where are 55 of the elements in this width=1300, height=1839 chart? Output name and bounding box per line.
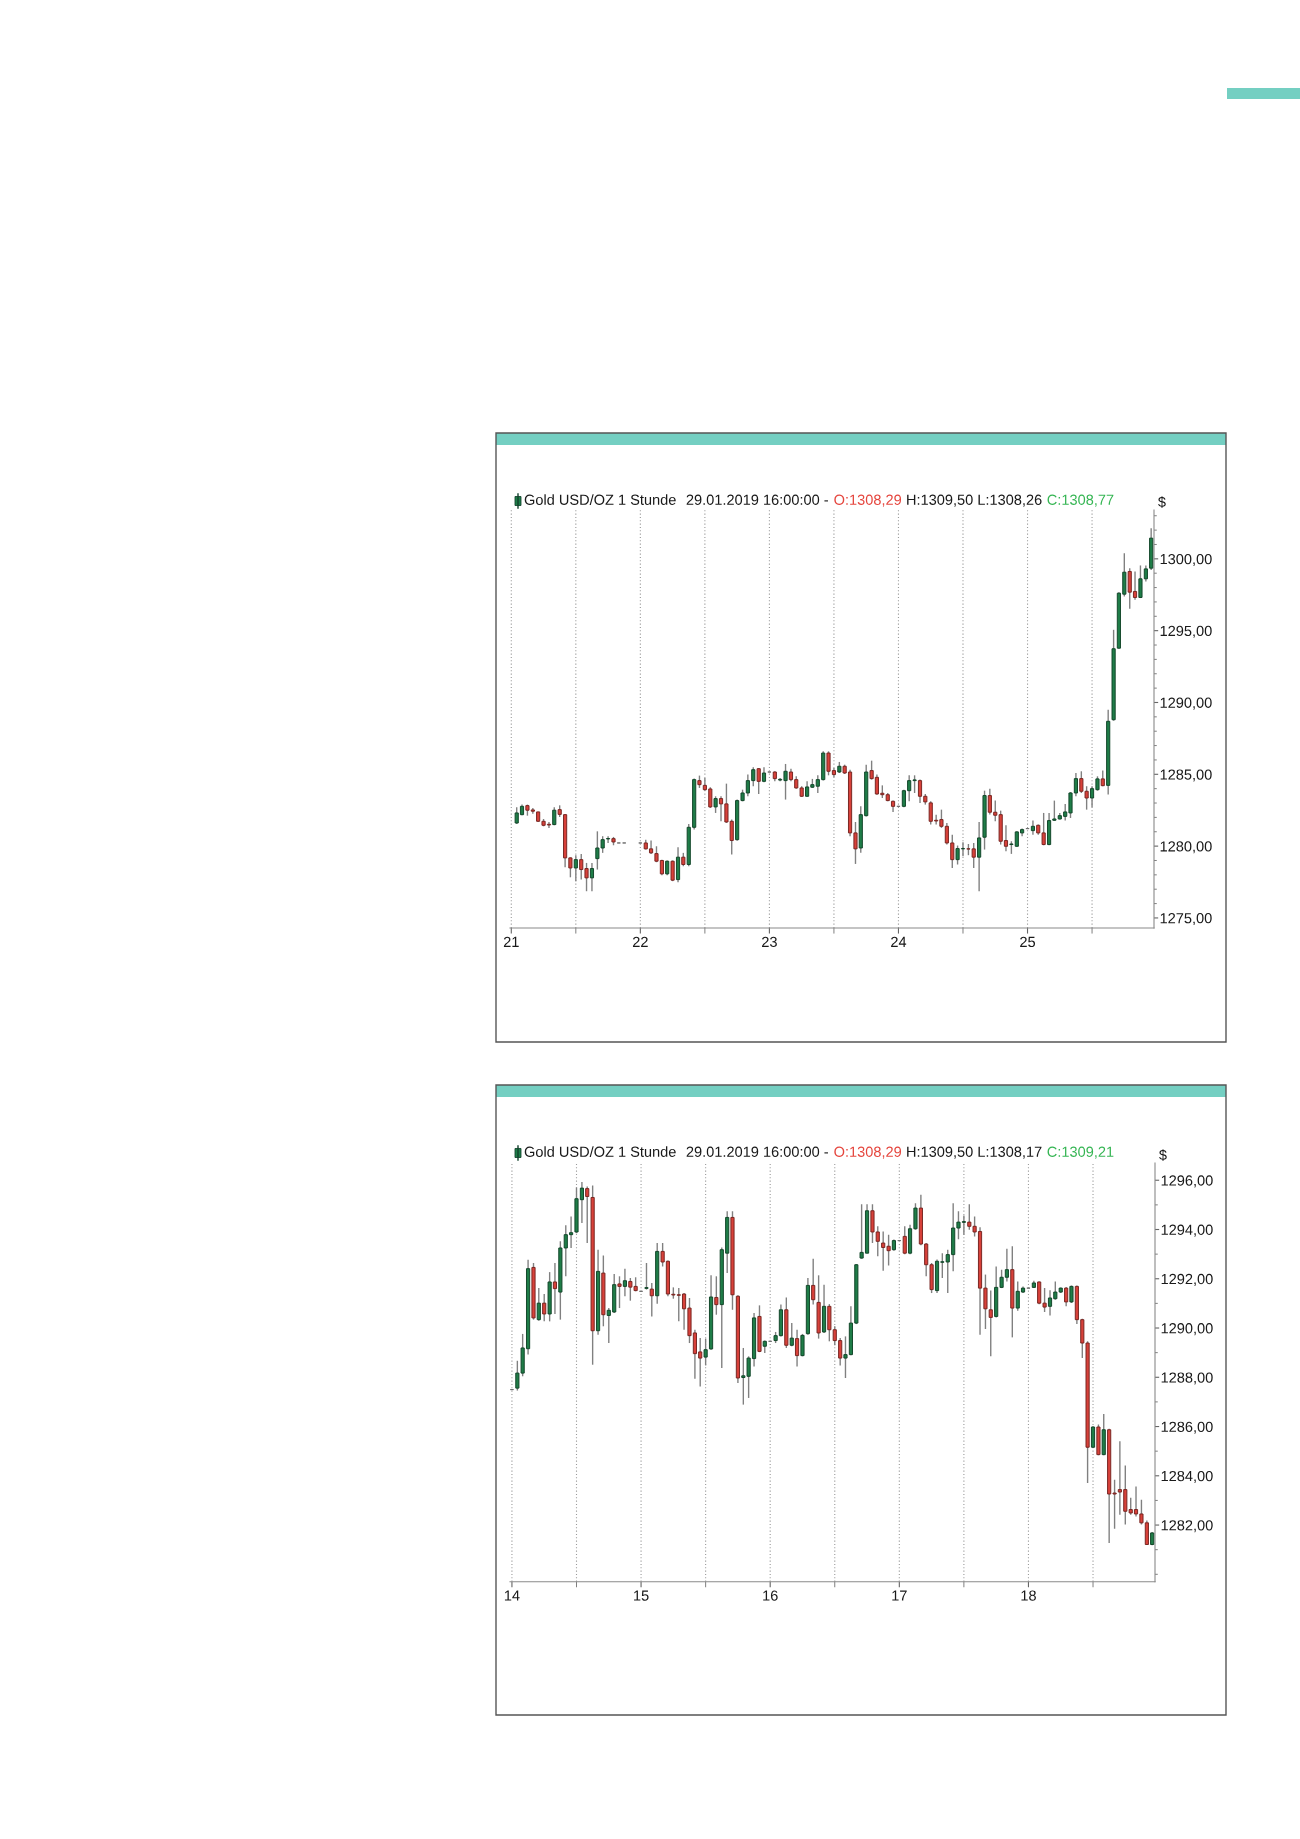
x-tick-label: 18 — [1021, 1590, 1036, 1601]
text: H:1309,50 L:1308,26 — [907, 494, 1042, 507]
candlestick — [675, 846, 681, 883]
candlestick — [644, 1262, 649, 1291]
candlestick — [1030, 819, 1036, 836]
x-tick-label: 22 — [632, 936, 648, 947]
y-tick-label: 1284,00 — [1161, 1470, 1213, 1483]
candlestick — [589, 862, 595, 892]
candlestick — [649, 1282, 654, 1318]
candlestick — [902, 1225, 907, 1255]
candlestick — [585, 1185, 590, 1244]
y-axis-title: $ — [1158, 496, 1166, 508]
x-tick-label: 14 — [504, 1590, 520, 1601]
candlestick — [542, 1293, 547, 1323]
text: C:1309,21 — [1047, 1146, 1114, 1159]
y-tick-label: 1300,00 — [1160, 553, 1212, 566]
y-tick-label: 1285,00 — [1160, 769, 1212, 782]
y-tick-label: 1295,00 — [1160, 625, 1212, 638]
x-tick-label: 24 — [891, 936, 907, 947]
text: O:1308,29 — [834, 1146, 902, 1159]
candlestick — [794, 1329, 800, 1368]
chart-title: Gold USD/OZ 1 Stunde — [524, 1146, 676, 1157]
y-tick-label: 1280,00 — [1160, 841, 1212, 854]
candlestick — [811, 1258, 816, 1306]
candlestick — [756, 767, 761, 795]
candlestick — [714, 1275, 719, 1316]
candlestick — [622, 1267, 627, 1297]
text: 29.01.2019 16:00:00 - — [686, 1146, 828, 1157]
text: 29.01.2019 16:00:00 - — [686, 494, 828, 505]
y-tick-label: 1290,00 — [1161, 1323, 1213, 1336]
candlestick — [552, 1262, 558, 1315]
text: O:1308,29 — [834, 494, 902, 507]
y-tick-label: 1282,00 — [1161, 1520, 1213, 1533]
x-tick-label: 25 — [1020, 936, 1036, 948]
candlestick — [536, 1287, 541, 1322]
x-tick-label: 21 — [503, 936, 519, 947]
y-tick-label: 1292,00 — [1161, 1273, 1213, 1286]
chart-title: Gold USD/OZ 1 Stunde — [524, 494, 676, 505]
x-tick-label: 17 — [892, 1590, 907, 1601]
y-tick-label: 1288,00 — [1161, 1372, 1213, 1385]
x-tick-label: 23 — [762, 936, 777, 948]
candlestick — [1090, 1425, 1096, 1449]
candlestick — [988, 1289, 993, 1358]
text: C:1308,77 — [1047, 494, 1114, 507]
candlestick — [573, 854, 578, 882]
x-tick-label: 15 — [634, 1590, 649, 1601]
y-tick-label: 1294,00 — [1161, 1224, 1213, 1237]
y-tick-label: 1286,00 — [1161, 1421, 1213, 1434]
y-tick-label: 1296,00 — [1161, 1175, 1213, 1188]
y-tick-label: 1275,00 — [1160, 913, 1212, 926]
x-tick-label: 16 — [763, 1590, 778, 1601]
y-tick-label: 1290,00 — [1160, 697, 1212, 710]
text: H:1309,50 L:1308,17 — [907, 1146, 1042, 1159]
y-axis-title: $ — [1159, 1149, 1167, 1161]
candlestick — [617, 1275, 622, 1309]
